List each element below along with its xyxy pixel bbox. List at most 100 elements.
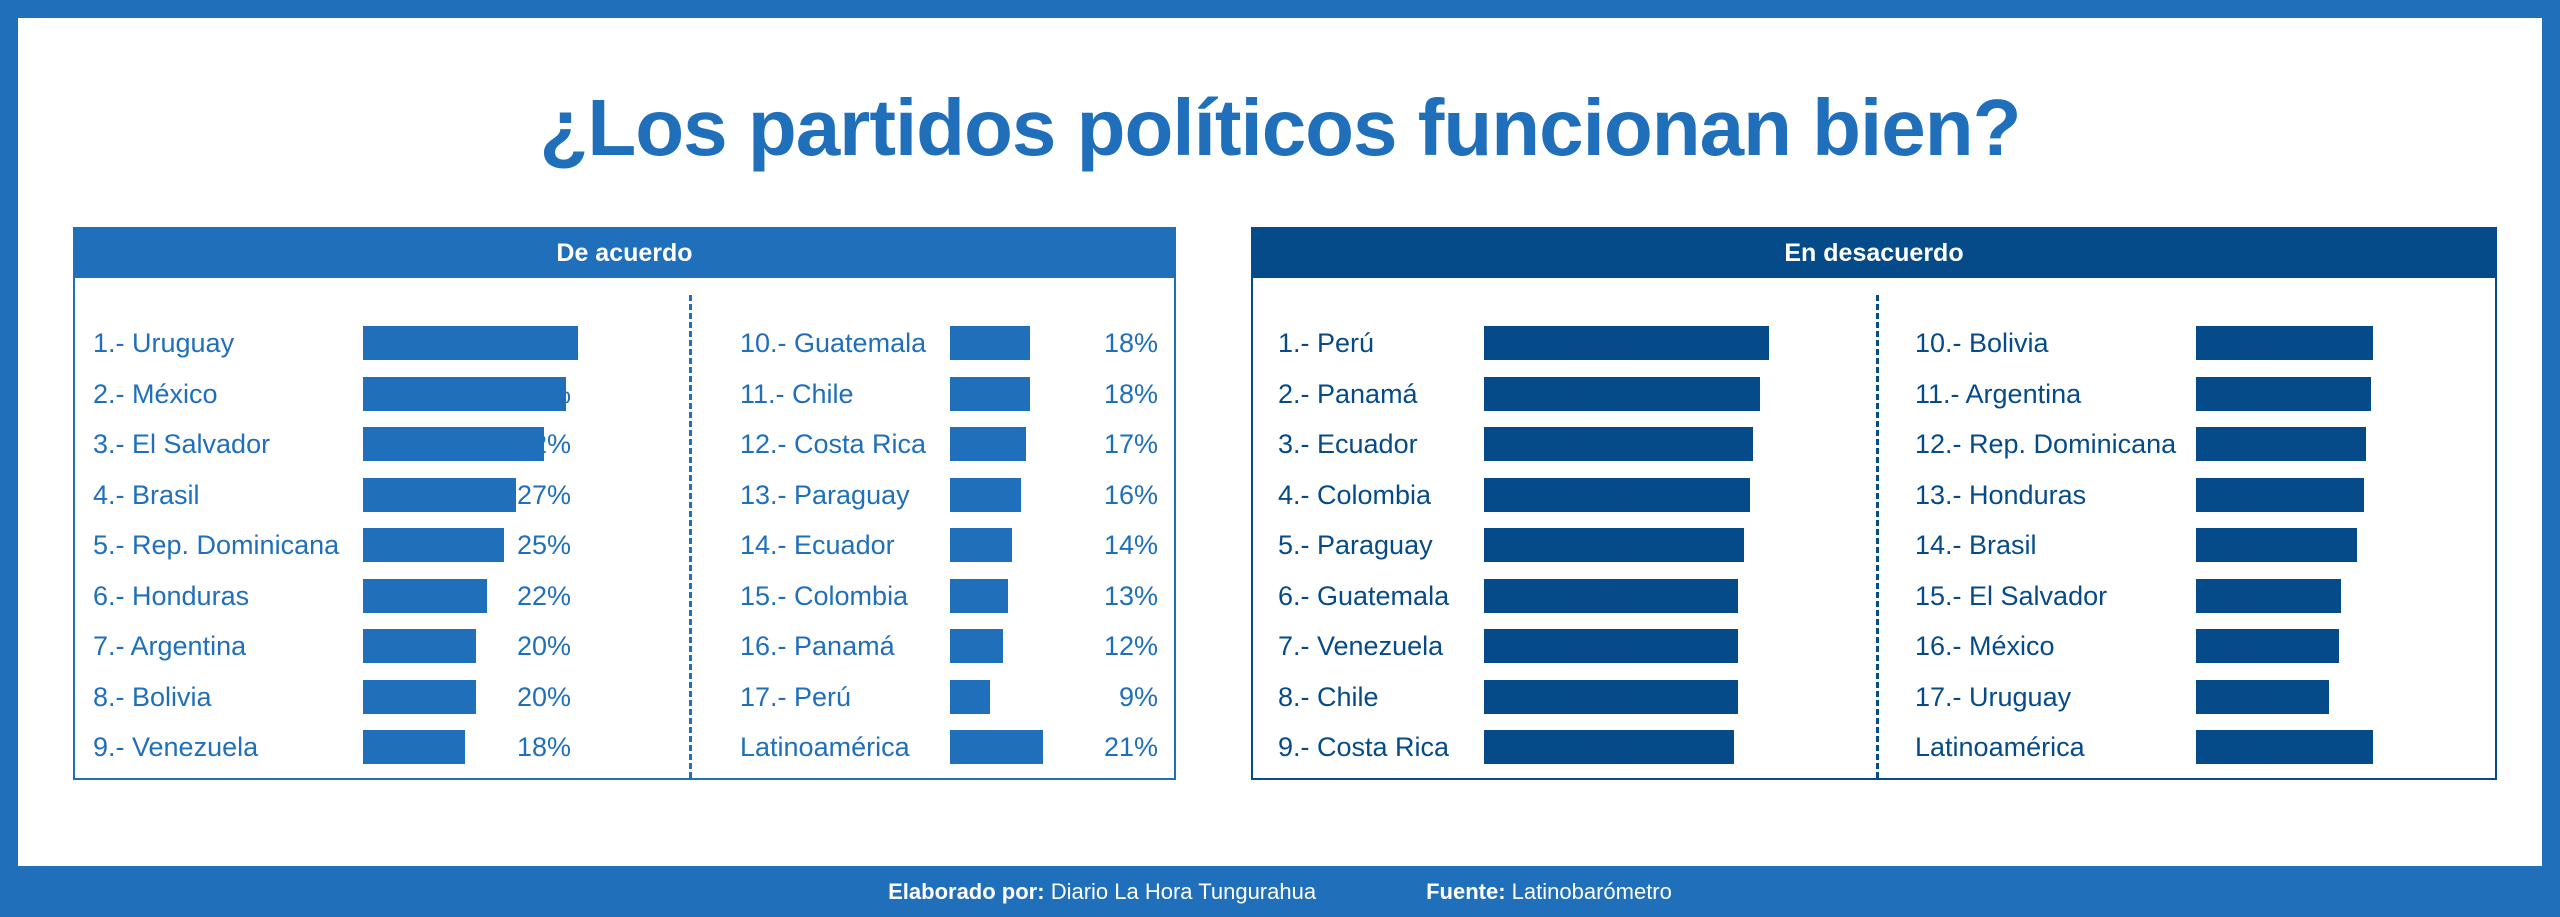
disagree-bar bbox=[1484, 629, 1738, 663]
disagree-row-label: 7.- Venezuela bbox=[1278, 631, 1444, 661]
agree-bar bbox=[363, 528, 505, 562]
disagree-row: 13.- Honduras 73% bbox=[1253, 475, 2495, 515]
agree-value-label: 38% bbox=[516, 328, 571, 358]
agree-row-label: 16.- Panamá bbox=[740, 631, 895, 661]
agree-row-label: 3.- El Salvador bbox=[93, 429, 271, 459]
agree-row-label: Latinoamérica bbox=[740, 732, 910, 762]
disagree-row: 16.- México 62% bbox=[1253, 626, 2495, 666]
disagree-row: 2.- Panamá 87% bbox=[1253, 374, 2495, 414]
disagree-value-label: 80% bbox=[1571, 681, 1626, 712]
disagree-row-label: 13.- Honduras bbox=[1915, 479, 2087, 510]
disagree-row: 11.- Argentina 76% bbox=[1253, 374, 2495, 414]
disagree-value-label: 87% bbox=[1571, 378, 1626, 409]
agree-value-label: 32% bbox=[516, 429, 571, 459]
disagree-bar bbox=[2196, 326, 2374, 360]
agree-row-label: 13.- Paraguay bbox=[740, 479, 910, 510]
disagree-value-label: 82% bbox=[1571, 530, 1626, 560]
agree-bar bbox=[950, 376, 1031, 411]
agree-row-label: 11.- Chile bbox=[740, 378, 854, 409]
disagree-row: 5.- Paraguay 82% bbox=[1253, 525, 2495, 565]
disagree-row: 12.- Rep. Dominicana 74% bbox=[1253, 424, 2495, 464]
disagree-value-label: 70% bbox=[2205, 530, 2260, 560]
agree-row-label: 14.- Ecuador bbox=[740, 530, 895, 560]
disagree-row: 8.- Chile 80% bbox=[1253, 677, 2495, 717]
agree-row: 1.- Uruguay 38% bbox=[75, 323, 1174, 363]
disagree-bar bbox=[1484, 730, 1735, 764]
disagree-value-label: 85% bbox=[1571, 429, 1626, 459]
footer-source-label: Fuente: bbox=[1426, 878, 1506, 904]
disagree-panel: En desacuerdo 1.- Perú 90% 2.- Panamá 87% 3.… bbox=[1251, 227, 2497, 780]
disagree-value-label: 58% bbox=[2205, 681, 2260, 712]
footer-author-name: Diario La Hora Tungurahua bbox=[1050, 878, 1317, 904]
agree-row: 17.- Perú 9% bbox=[75, 677, 1174, 717]
disagree-row-label: 17.- Uruguay bbox=[1915, 681, 2072, 712]
disagree-row-label: 5.- Paraguay bbox=[1278, 530, 1433, 560]
agree-bar bbox=[950, 730, 1044, 764]
agree-bar bbox=[950, 326, 1031, 360]
disagree-value-label: 77% bbox=[2205, 732, 2260, 762]
agree-bar bbox=[363, 427, 544, 461]
disagree-value-label: 84% bbox=[1571, 479, 1626, 510]
disagree-row-label: 9.- Costa Rica bbox=[1278, 732, 1450, 762]
agree-value-label: 9% bbox=[1118, 681, 1158, 712]
disagree-row-label: 2.- Panamá bbox=[1278, 378, 1418, 409]
agree-row: 3.- El Salvador 32% bbox=[75, 424, 1174, 464]
disagree-value-label: 63% bbox=[2205, 580, 2260, 611]
disagree-row-label: 3.- Ecuador bbox=[1278, 429, 1418, 459]
disagree-row-label: Latinoamérica bbox=[1915, 732, 2085, 762]
agree-panel-header: De acuerdo bbox=[75, 229, 1174, 278]
agree-value-label: 20% bbox=[516, 681, 571, 712]
agree-row: 12.- Costa Rica 17% bbox=[75, 424, 1174, 464]
agree-row-label: 12.- Costa Rica bbox=[740, 429, 927, 459]
disagree-row-label: 12.- Rep. Dominicana bbox=[1915, 429, 2177, 459]
agree-bar bbox=[363, 730, 465, 764]
agree-bar bbox=[363, 578, 488, 613]
agree-row: 9.- Venezuela 18% bbox=[75, 727, 1174, 767]
disagree-bar bbox=[2196, 730, 2374, 764]
disagree-bar bbox=[2196, 427, 2367, 461]
disagree-bar bbox=[1484, 376, 1760, 411]
agree-row: 13.- Paraguay 16% bbox=[75, 475, 1174, 515]
agree-value-label: 12% bbox=[1103, 631, 1158, 661]
disagree-row: 17.- Uruguay 58% bbox=[1253, 677, 2495, 717]
agree-bar bbox=[363, 477, 516, 512]
disagree-row: 7.- Venezuela 80% bbox=[1253, 626, 2495, 666]
disagree-bar bbox=[2196, 477, 2364, 512]
disagree-row: 9.- Costa Rica 79% bbox=[1253, 727, 2495, 767]
agree-row: 7.- Argentina 20% bbox=[75, 626, 1174, 666]
agree-row-label: 2.- México bbox=[93, 378, 218, 409]
disagree-bar bbox=[1484, 427, 1754, 461]
agree-row: 16.- Panamá 12% bbox=[75, 626, 1174, 666]
agree-bar bbox=[363, 376, 567, 411]
disagree-bar bbox=[1484, 578, 1738, 613]
footer-author: Elaborado por: Diario La Hora Tungurahua bbox=[888, 879, 1316, 905]
disagree-row-label: 15.- El Salvador bbox=[1915, 580, 2108, 611]
agree-value-label: 22% bbox=[516, 580, 571, 611]
agree-row-label: 5.- Rep. Dominicana bbox=[93, 530, 340, 560]
disagree-row: 14.- Brasil 70% bbox=[1253, 525, 2495, 565]
disagree-value-label: 79% bbox=[1571, 732, 1626, 762]
disagree-row-label: 4.- Colombia bbox=[1278, 479, 1432, 510]
agree-column-divider bbox=[689, 295, 692, 778]
agree-row-label: 8.- Bolivia bbox=[93, 681, 212, 712]
agree-value-label: 27% bbox=[516, 479, 571, 510]
agree-row-label: 4.- Brasil bbox=[93, 479, 200, 510]
disagree-row-label: 6.- Guatemala bbox=[1278, 580, 1450, 611]
agree-row: 14.- Ecuador 14% bbox=[75, 525, 1174, 565]
agree-bar bbox=[950, 679, 991, 714]
disagree-row-label: 16.- México bbox=[1915, 631, 2055, 661]
footer-author-label: Elaborado por: bbox=[888, 878, 1045, 904]
footer-source-name: Latinobarómetro bbox=[1511, 878, 1672, 904]
disagree-bar bbox=[2196, 679, 2330, 714]
agree-row-label: 15.- Colombia bbox=[740, 580, 909, 611]
disagree-panel-header: En desacuerdo bbox=[1253, 229, 2495, 278]
agree-row-label: 17.- Perú bbox=[740, 681, 852, 712]
agree-row-label: 7.- Argentina bbox=[93, 631, 247, 661]
disagree-value-label: 90% bbox=[1571, 328, 1626, 358]
footer-source: Fuente: Latinobarómetro bbox=[1426, 879, 1672, 905]
agree-value-label: 17% bbox=[1103, 429, 1158, 459]
disagree-bar bbox=[2196, 578, 2341, 613]
disagree-row-label: 14.- Brasil bbox=[1915, 530, 2037, 560]
agree-row-label: 9.- Venezuela bbox=[93, 732, 259, 762]
agree-row: 10.- Guatemala 18% bbox=[75, 323, 1174, 363]
